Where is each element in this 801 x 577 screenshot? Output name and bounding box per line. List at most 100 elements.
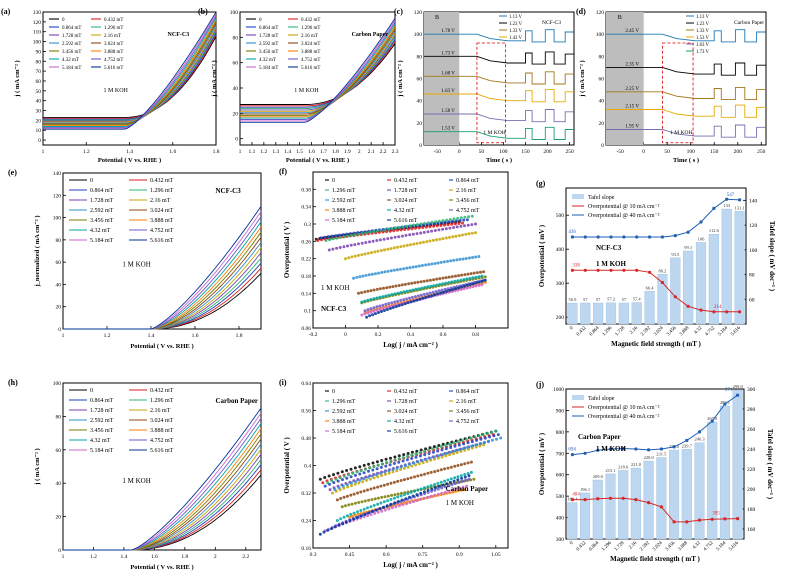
y-tick-label: 100: [414, 32, 423, 38]
data-point: [363, 290, 367, 294]
data-point: [419, 473, 423, 477]
data-point: [386, 482, 390, 486]
x-tick-label: 50: [664, 149, 670, 155]
lsv-curve: [43, 30, 217, 121]
data-point: [364, 241, 368, 244]
legend-entry: Tafel slope: [588, 395, 615, 402]
data-point: [359, 509, 363, 512]
data-point: [319, 236, 323, 240]
data-point: [383, 508, 387, 512]
lsv-curve: [63, 272, 262, 330]
tafel-bar: [732, 389, 743, 540]
x-tick-label: 2.592: [640, 326, 652, 338]
tafel-bar: [734, 211, 745, 325]
data-point: [449, 259, 453, 263]
bar-value-label: 231.5: [656, 452, 667, 457]
lsv-curve: [240, 18, 396, 123]
data-point: [385, 286, 389, 290]
data-point: [444, 236, 448, 240]
data-point: [466, 272, 470, 276]
data-point: [402, 290, 406, 294]
data-point: [382, 309, 386, 312]
data-point: [408, 266, 412, 270]
data-point: [433, 470, 437, 474]
tafel-bar: [605, 473, 616, 540]
chrono-trace: [606, 124, 766, 138]
data-point: [466, 472, 470, 475]
y-tick-label: 40: [56, 282, 62, 288]
data-point: [470, 231, 474, 235]
data-point: [457, 448, 461, 452]
eta40-point: [712, 206, 716, 210]
tafel-bar: [580, 302, 591, 325]
data-point: [434, 486, 437, 490]
y-tick-label: 20: [36, 118, 42, 124]
data-point: [394, 505, 398, 509]
data-point: [369, 289, 373, 293]
x-tick-label: 3.024: [653, 326, 665, 338]
data-point: [341, 522, 345, 526]
y-axis-label: j_normalized ( mA cm⁻² ): [34, 215, 41, 287]
data-point: [370, 251, 373, 255]
eta40-label: 971: [725, 388, 733, 393]
x-tick-label: 1.8: [181, 554, 188, 560]
data-point: [459, 488, 463, 492]
data-point: [441, 483, 445, 487]
legend-entry: 1.296 mT: [150, 398, 174, 404]
data-point: [404, 224, 408, 228]
data-point: [460, 439, 464, 442]
data-point: [432, 455, 436, 459]
legend-entry: 0.864 mT: [90, 188, 114, 194]
lsv-curve: [63, 242, 262, 330]
y-tick-label: 0.22: [301, 257, 311, 263]
data-point: [359, 514, 363, 518]
x-tick-label: 4.32: [694, 326, 704, 336]
data-point: [405, 502, 408, 506]
x-tick-label: 150: [710, 149, 719, 155]
eta40-point: [659, 447, 664, 451]
data-point: [437, 484, 441, 488]
data-point: [468, 283, 472, 286]
data-point: [408, 495, 411, 499]
tafel-bar: [592, 479, 603, 540]
y2-tick-label: 240: [747, 447, 756, 453]
eta10-point: [622, 268, 626, 272]
data-point: [432, 224, 436, 228]
data-point: [419, 448, 423, 452]
data-point: [362, 507, 366, 511]
data-point: [358, 465, 362, 469]
data-point: [419, 222, 423, 226]
data-point: [435, 283, 439, 287]
panel-letter: (c): [394, 7, 403, 16]
data-point: [390, 493, 394, 497]
data-point: [483, 278, 487, 282]
data-point: [424, 458, 428, 461]
data-point: [470, 214, 474, 218]
data-point: [346, 485, 350, 489]
data-point: [369, 513, 373, 517]
data-point: [372, 486, 376, 490]
y-tick-label: 0.3: [304, 222, 311, 228]
data-point: [349, 512, 353, 516]
x-tick-label: 1.8: [332, 149, 339, 155]
data-point: [456, 464, 460, 467]
data-point: [370, 510, 374, 513]
data-point: [462, 488, 466, 492]
data-point: [383, 270, 387, 274]
data-point: [459, 288, 463, 291]
lsv-curve: [43, 36, 217, 118]
data-point: [452, 217, 456, 221]
potential-label: 2.45 V: [625, 29, 639, 34]
data-point: [443, 490, 447, 494]
data-point: [380, 310, 383, 313]
data-point: [420, 286, 424, 290]
data-point: [445, 482, 449, 486]
data-point: [450, 222, 454, 226]
data-point: [402, 267, 406, 271]
data-point: [345, 494, 349, 498]
field-marker: B: [435, 15, 439, 21]
x-axis-label: Time ( s ): [486, 157, 512, 164]
data-point: [454, 274, 457, 278]
data-point: [415, 298, 419, 302]
legend-entry: 3.888 mT: [332, 208, 356, 214]
